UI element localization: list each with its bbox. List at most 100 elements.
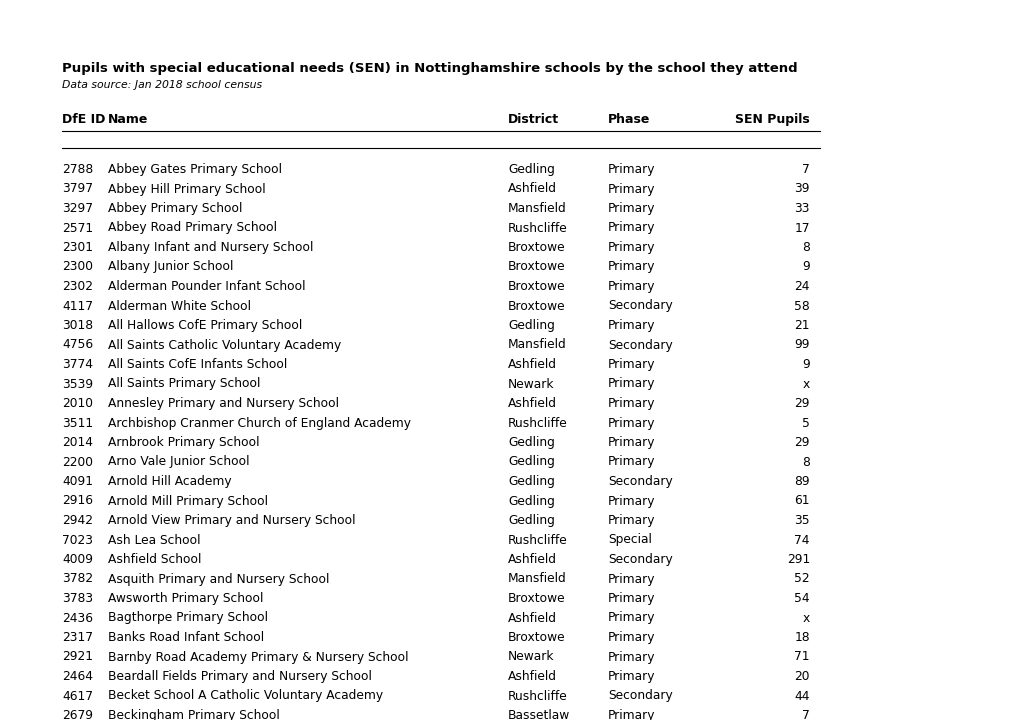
Text: 3539: 3539	[62, 377, 93, 390]
Text: Albany Junior School: Albany Junior School	[108, 261, 233, 274]
Text: Primary: Primary	[607, 202, 655, 215]
Text: Rushcliffe: Rushcliffe	[507, 534, 568, 546]
Text: 3797: 3797	[62, 182, 93, 196]
Text: Barnby Road Academy Primary & Nursery School: Barnby Road Academy Primary & Nursery Sc…	[108, 650, 408, 664]
Text: Primary: Primary	[607, 163, 655, 176]
Text: Primary: Primary	[607, 456, 655, 469]
Text: Abbey Gates Primary School: Abbey Gates Primary School	[108, 163, 281, 176]
Text: Gedling: Gedling	[507, 514, 554, 527]
Text: SEN Pupils: SEN Pupils	[735, 113, 809, 126]
Text: 2916: 2916	[62, 495, 93, 508]
Text: 52: 52	[794, 572, 809, 585]
Text: 2921: 2921	[62, 650, 93, 664]
Text: 3018: 3018	[62, 319, 93, 332]
Text: Archbishop Cranmer Church of England Academy: Archbishop Cranmer Church of England Aca…	[108, 416, 411, 430]
Text: Primary: Primary	[607, 611, 655, 624]
Text: Arno Vale Junior School: Arno Vale Junior School	[108, 456, 250, 469]
Text: 4756: 4756	[62, 338, 93, 351]
Text: Alderman White School: Alderman White School	[108, 300, 251, 312]
Text: Pupils with special educational needs (SEN) in Nottinghamshire schools by the sc: Pupils with special educational needs (S…	[62, 62, 797, 75]
Text: 99: 99	[794, 338, 809, 351]
Text: Becket School A Catholic Voluntary Academy: Becket School A Catholic Voluntary Acade…	[108, 690, 383, 703]
Text: 2571: 2571	[62, 222, 93, 235]
Text: Arnold View Primary and Nursery School: Arnold View Primary and Nursery School	[108, 514, 356, 527]
Text: Gedling: Gedling	[507, 319, 554, 332]
Text: Rushcliffe: Rushcliffe	[507, 222, 568, 235]
Text: 44: 44	[794, 690, 809, 703]
Text: Annesley Primary and Nursery School: Annesley Primary and Nursery School	[108, 397, 338, 410]
Text: DfE ID: DfE ID	[62, 113, 105, 126]
Text: Newark: Newark	[507, 377, 554, 390]
Text: 24: 24	[794, 280, 809, 293]
Text: 3297: 3297	[62, 202, 93, 215]
Text: 61: 61	[794, 495, 809, 508]
Text: Ashfield: Ashfield	[507, 670, 556, 683]
Text: Beardall Fields Primary and Nursery School: Beardall Fields Primary and Nursery Scho…	[108, 670, 372, 683]
Text: Ashfield: Ashfield	[507, 397, 556, 410]
Text: 89: 89	[794, 475, 809, 488]
Text: 7: 7	[802, 709, 809, 720]
Text: 2942: 2942	[62, 514, 93, 527]
Text: Arnold Mill Primary School: Arnold Mill Primary School	[108, 495, 268, 508]
Text: x: x	[802, 377, 809, 390]
Text: 21: 21	[794, 319, 809, 332]
Text: Broxtowe: Broxtowe	[507, 280, 566, 293]
Text: All Saints Catholic Voluntary Academy: All Saints Catholic Voluntary Academy	[108, 338, 341, 351]
Text: 18: 18	[794, 631, 809, 644]
Text: Broxtowe: Broxtowe	[507, 261, 566, 274]
Text: 4117: 4117	[62, 300, 93, 312]
Text: Primary: Primary	[607, 182, 655, 196]
Text: 54: 54	[794, 592, 809, 605]
Text: Primary: Primary	[607, 358, 655, 371]
Text: 2464: 2464	[62, 670, 93, 683]
Text: Primary: Primary	[607, 222, 655, 235]
Text: Ashfield: Ashfield	[507, 611, 556, 624]
Text: Secondary: Secondary	[607, 338, 673, 351]
Text: 291: 291	[786, 553, 809, 566]
Text: Primary: Primary	[607, 261, 655, 274]
Text: Bassetlaw: Bassetlaw	[507, 709, 570, 720]
Text: Gedling: Gedling	[507, 436, 554, 449]
Text: Broxtowe: Broxtowe	[507, 300, 566, 312]
Text: Primary: Primary	[607, 631, 655, 644]
Text: Mansfield: Mansfield	[507, 202, 567, 215]
Text: 29: 29	[794, 397, 809, 410]
Text: 5: 5	[801, 416, 809, 430]
Text: Rushcliffe: Rushcliffe	[507, 690, 568, 703]
Text: Primary: Primary	[607, 670, 655, 683]
Text: Secondary: Secondary	[607, 553, 673, 566]
Text: Primary: Primary	[607, 280, 655, 293]
Text: Gedling: Gedling	[507, 163, 554, 176]
Text: Abbey Primary School: Abbey Primary School	[108, 202, 243, 215]
Text: 2014: 2014	[62, 436, 93, 449]
Text: Arnold Hill Academy: Arnold Hill Academy	[108, 475, 231, 488]
Text: Ashfield: Ashfield	[507, 358, 556, 371]
Text: 2436: 2436	[62, 611, 93, 624]
Text: Albany Infant and Nursery School: Albany Infant and Nursery School	[108, 241, 313, 254]
Text: Primary: Primary	[607, 650, 655, 664]
Text: Broxtowe: Broxtowe	[507, 592, 566, 605]
Text: 3782: 3782	[62, 572, 93, 585]
Text: Ash Lea School: Ash Lea School	[108, 534, 201, 546]
Text: 39: 39	[794, 182, 809, 196]
Text: Primary: Primary	[607, 709, 655, 720]
Text: 9: 9	[802, 261, 809, 274]
Text: 3783: 3783	[62, 592, 93, 605]
Text: 35: 35	[794, 514, 809, 527]
Text: Primary: Primary	[607, 572, 655, 585]
Text: x: x	[802, 611, 809, 624]
Text: Awsworth Primary School: Awsworth Primary School	[108, 592, 263, 605]
Text: Primary: Primary	[607, 241, 655, 254]
Text: Mansfield: Mansfield	[507, 572, 567, 585]
Text: Phase: Phase	[607, 113, 650, 126]
Text: Primary: Primary	[607, 436, 655, 449]
Text: All Saints Primary School: All Saints Primary School	[108, 377, 260, 390]
Text: 7023: 7023	[62, 534, 93, 546]
Text: Banks Road Infant School: Banks Road Infant School	[108, 631, 264, 644]
Text: 58: 58	[794, 300, 809, 312]
Text: Broxtowe: Broxtowe	[507, 631, 566, 644]
Text: Special: Special	[607, 534, 651, 546]
Text: 7: 7	[802, 163, 809, 176]
Text: Bagthorpe Primary School: Bagthorpe Primary School	[108, 611, 268, 624]
Text: Primary: Primary	[607, 514, 655, 527]
